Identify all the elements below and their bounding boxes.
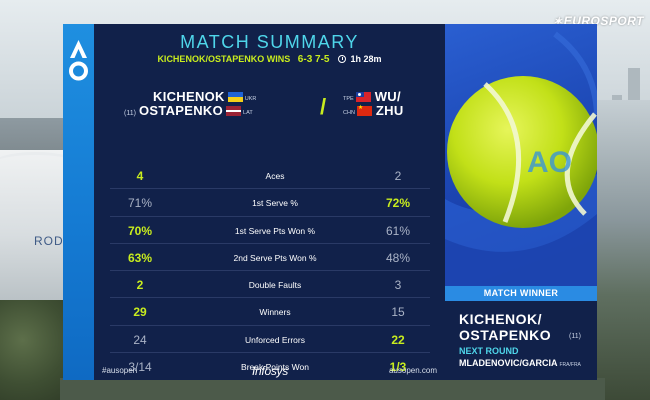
next-round-label: NEXT ROUND	[459, 346, 519, 356]
stat-left-value: 29	[133, 305, 147, 320]
trees-bottom	[60, 378, 605, 400]
stat-right-value: 15	[391, 305, 405, 320]
winner-name-line1: KICHENOK/	[459, 311, 543, 327]
stat-left-value: 2	[136, 278, 144, 293]
tennis-ball-icon: AO	[445, 31, 597, 286]
stat-left-value: 63%	[127, 250, 153, 265]
stat-label: 1st Serve Pts Won %	[234, 225, 316, 236]
country-code: TPE	[343, 96, 354, 102]
table-row: 29 Winners 15	[110, 298, 430, 326]
stat-right-value: 3	[394, 278, 402, 293]
table-row: 63% 2nd Serve Pts Won % 48%	[110, 244, 430, 272]
hashtag: #ausopen	[102, 366, 138, 375]
stats-table: 4 Aces 2 71% 1st Serve % 72% 70% 1st Ser…	[110, 162, 430, 380]
stat-label: Aces	[265, 171, 285, 181]
country-code: UKR	[244, 96, 257, 102]
seed: (11)	[124, 110, 136, 117]
left-player-2: (11) OSTAPENKO LAT	[124, 102, 253, 120]
country-code: CHN	[343, 110, 355, 116]
team-divider-slash: /	[320, 94, 327, 119]
page-title: MATCH SUMMARY	[180, 32, 359, 52]
star-icon: ✶	[552, 16, 563, 28]
table-row: 2 Double Faults 3	[110, 271, 430, 299]
stat-left-value: 3/14	[128, 360, 152, 375]
match-summary-graphic: MATCH SUMMARY KICHENOK/OSTAPENKO WINS 6-…	[63, 24, 597, 380]
ao-logo	[68, 38, 89, 86]
stat-label: 2nd Serve Pts Won %	[233, 252, 317, 263]
match-winner-panel: MATCH WINNER KICHENOK/ OSTAPENKO (11) NE…	[445, 286, 597, 380]
stat-label: Double Faults	[248, 280, 302, 291]
right-scene	[597, 100, 650, 400]
arena-roof	[0, 152, 83, 182]
table-row: 70% 1st Serve Pts Won % 61%	[110, 217, 430, 244]
result-text: KICHENOK/OSTAPENKO WINS	[157, 54, 291, 64]
player-name: KICHENOK	[153, 89, 225, 104]
stat-right-value: 48%	[385, 250, 411, 265]
table-row: 4 Aces 2	[110, 162, 430, 190]
summary-panel: MATCH SUMMARY KICHENOK/OSTAPENKO WINS 6-…	[94, 24, 445, 380]
stat-left-value: 70%	[127, 223, 153, 238]
stat-right-value: 1/3	[389, 360, 407, 375]
ao-logo-icon	[69, 40, 88, 81]
stat-label: Winners	[259, 307, 291, 318]
player-name: WU/	[374, 89, 401, 104]
next-opponents: MLADENOVIC/GARCIA FRA/FRA	[459, 358, 581, 368]
svg-text:AO: AO	[527, 146, 572, 179]
stat-left-value: 24	[133, 332, 147, 347]
tennis-ball-panel: AO	[445, 24, 597, 286]
china-flag-icon	[356, 104, 372, 116]
clock-icon	[338, 55, 346, 63]
ao-brand-strip	[63, 24, 94, 380]
player-name: OSTAPENKO	[138, 103, 224, 118]
player-name: ZHU	[375, 103, 404, 118]
table-row: 24 Unforced Errors 22	[110, 326, 430, 354]
chinese-taipei-flag-icon	[355, 92, 371, 102]
stat-label: 1st Serve %	[252, 198, 298, 209]
country-code: LAT	[243, 110, 253, 116]
match-duration: 1h 28m	[350, 54, 382, 64]
stat-label: Unforced Errors	[245, 334, 305, 345]
match-winner-header: MATCH WINNER	[445, 286, 597, 301]
stat-right-value: 2	[394, 169, 402, 183]
stat-label: Break Points Won	[241, 362, 309, 373]
stat-left-value: 4	[136, 169, 144, 183]
sponsor-logo: Infosys	[252, 364, 288, 378]
latvia-flag-icon	[226, 106, 242, 116]
ukraine-flag-icon	[227, 92, 243, 102]
right-player-2: CHN ZHU	[343, 102, 404, 120]
next-opponents-names: MLADENOVIC/GARCIA	[459, 358, 558, 368]
table-row: 71% 1st Serve % 72%	[110, 189, 430, 217]
stat-right-value: 22	[391, 332, 405, 347]
stat-right-value: 72%	[385, 196, 411, 211]
next-opponents-country: FRA/FRA	[559, 362, 581, 368]
right-player-1: TPE WU/	[343, 88, 401, 106]
graphic-footer: #ausopen Infosys ausopen.com	[94, 364, 445, 380]
stat-right-value: 61%	[385, 223, 411, 238]
match-score: 6-3 7-5	[297, 54, 330, 65]
winner-name-line2: OSTAPENKO	[459, 327, 552, 343]
website: ausopen.com	[388, 366, 437, 375]
table-row: 3/14 Break Points Won 1/3	[110, 353, 430, 380]
left-player-1: KICHENOK UKR	[153, 88, 256, 106]
winner-seed: (11)	[569, 333, 581, 340]
arena-sign: ROD	[34, 234, 64, 248]
stat-left-value: 71%	[127, 196, 153, 211]
result-line: KICHENOK/OSTAPENKO WINS 6-3 7-5 1h 28m	[94, 54, 445, 65]
